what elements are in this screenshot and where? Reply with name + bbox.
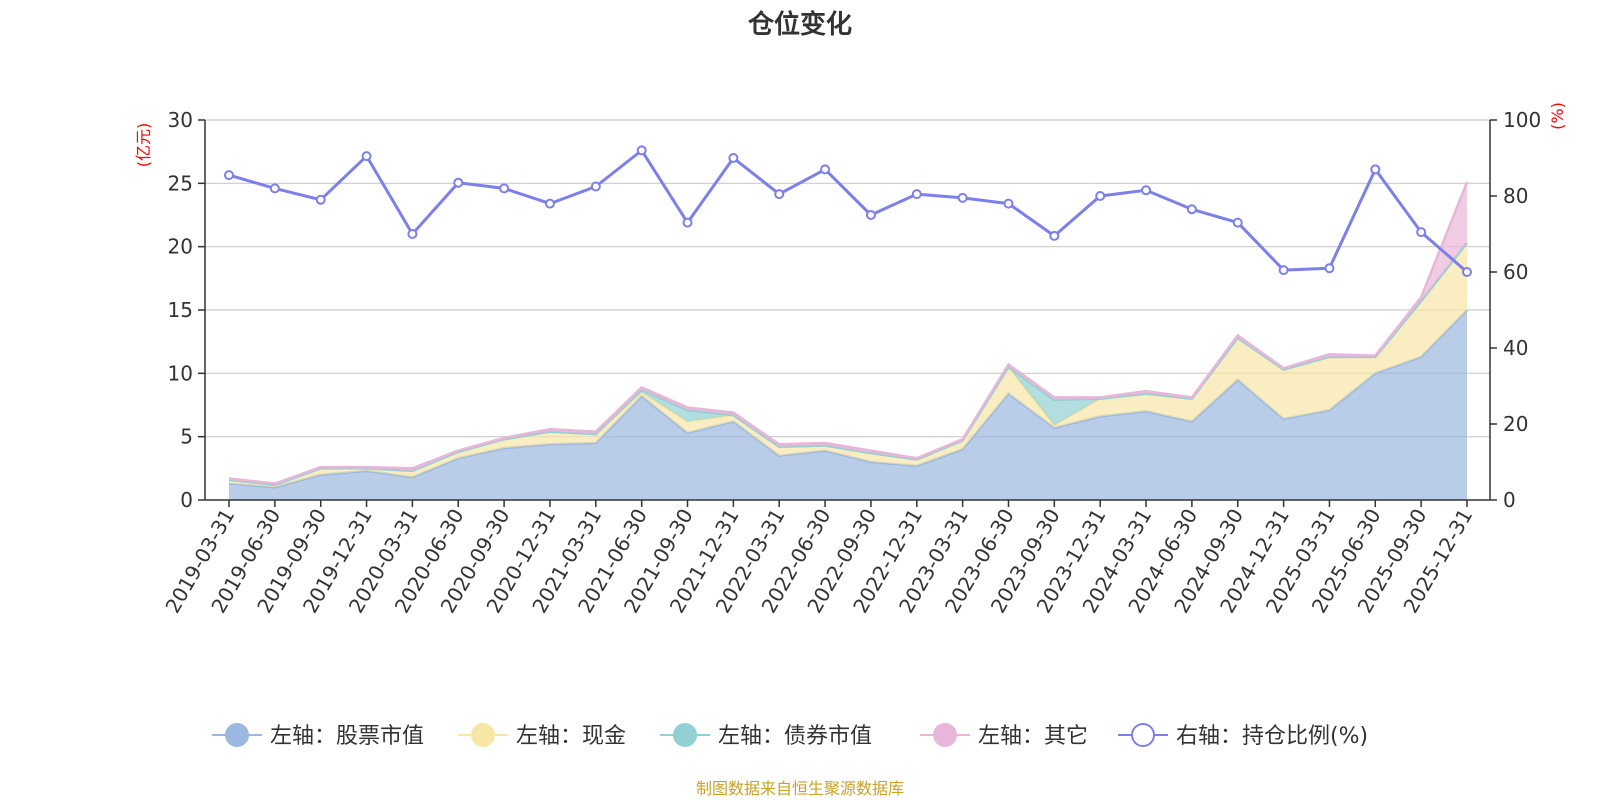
legend-marker-icon: [1131, 723, 1155, 747]
right-axis-unit: (%): [1548, 102, 1567, 130]
legend-item[interactable]: 左轴：其它: [920, 723, 1088, 749]
right-tick-label: 0: [1503, 488, 1516, 512]
right-tick-label: 20: [1503, 412, 1528, 436]
data-source-note: 制图数据来自恒生聚源数据库: [696, 779, 904, 798]
area-edge-3: [228, 181, 1469, 485]
legend-label: 左轴：现金: [516, 724, 626, 749]
area-series: [228, 181, 1469, 500]
legend-marker-icon: [225, 723, 249, 747]
ratio-point: [1003, 198, 1014, 209]
legend-marker-icon: [673, 723, 697, 747]
legend-marker-icon: [933, 723, 957, 747]
ratio-line: [228, 148, 1468, 274]
ratio-point: [1141, 185, 1152, 196]
left-tick-label: 20: [168, 235, 193, 259]
legend-label: 右轴：持仓比例(%): [1176, 724, 1368, 749]
legend-marker-icon: [471, 723, 495, 747]
ratio-point: [269, 183, 280, 194]
ratio-line-series: [224, 145, 1472, 277]
ratio-point: [957, 192, 968, 203]
ratio-point: [1416, 227, 1427, 238]
ratio-point: [544, 198, 555, 209]
legend-label: 左轴：债券市值: [718, 724, 872, 749]
left-tick-label: 25: [168, 171, 193, 195]
left-tick-label: 0: [180, 488, 193, 512]
ratio-point: [728, 153, 739, 163]
ratio-point: [407, 229, 418, 239]
left-tick-label: 30: [168, 108, 193, 132]
left-tick-label: 5: [180, 425, 193, 449]
left-tick-label: 15: [168, 298, 193, 322]
ratio-point: [774, 189, 785, 200]
ratio-point: [315, 194, 326, 205]
legend-item[interactable]: 左轴：股票市值: [212, 723, 424, 749]
legend-item[interactable]: 右轴：持仓比例(%): [1118, 723, 1368, 749]
ratio-point: [1232, 217, 1243, 228]
legend-label: 左轴：股票市值: [270, 724, 424, 749]
area-1: [229, 242, 1467, 488]
right-tick-label: 80: [1503, 184, 1528, 208]
right-tick-label: 100: [1503, 108, 1541, 132]
legend-label: 左轴：其它: [978, 724, 1088, 749]
ratio-point: [820, 164, 831, 175]
left-axis-unit: (亿元): [134, 123, 153, 168]
ratio-point: [499, 183, 510, 194]
ratio-point: [1049, 230, 1060, 241]
ratio-point: [1095, 191, 1106, 201]
ratio-point: [590, 181, 601, 192]
ratio-point: [1324, 263, 1335, 274]
ratio-point: [682, 217, 693, 228]
ratio-point: [453, 177, 464, 188]
right-tick-label: 60: [1503, 260, 1528, 284]
ratio-point: [361, 151, 372, 162]
legend-item[interactable]: 左轴：现金: [458, 723, 626, 749]
right-tick-label: 40: [1503, 336, 1528, 360]
ratio-point: [1370, 164, 1381, 175]
legend: 左轴：股票市值 左轴：现金 左轴：债券市值 左轴：其它 右轴：持仓比例(%): [212, 723, 1368, 749]
chart-title: 仓位变化: [747, 9, 852, 40]
legend-item[interactable]: 左轴：债券市值: [660, 723, 872, 749]
area-0: [229, 310, 1467, 500]
ratio-point: [1278, 265, 1289, 276]
ratio-point: [1186, 204, 1197, 215]
left-tick-label: 10: [168, 361, 193, 385]
ratio-point: [636, 145, 647, 156]
ratio-point: [224, 170, 234, 181]
ratio-point: [865, 210, 876, 220]
ratio-point: [911, 189, 922, 200]
ratio-point: [1462, 267, 1472, 277]
